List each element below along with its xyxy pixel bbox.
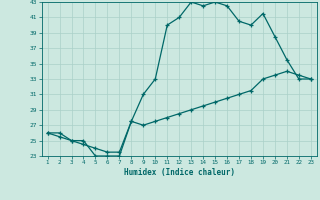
X-axis label: Humidex (Indice chaleur): Humidex (Indice chaleur) [124, 168, 235, 177]
